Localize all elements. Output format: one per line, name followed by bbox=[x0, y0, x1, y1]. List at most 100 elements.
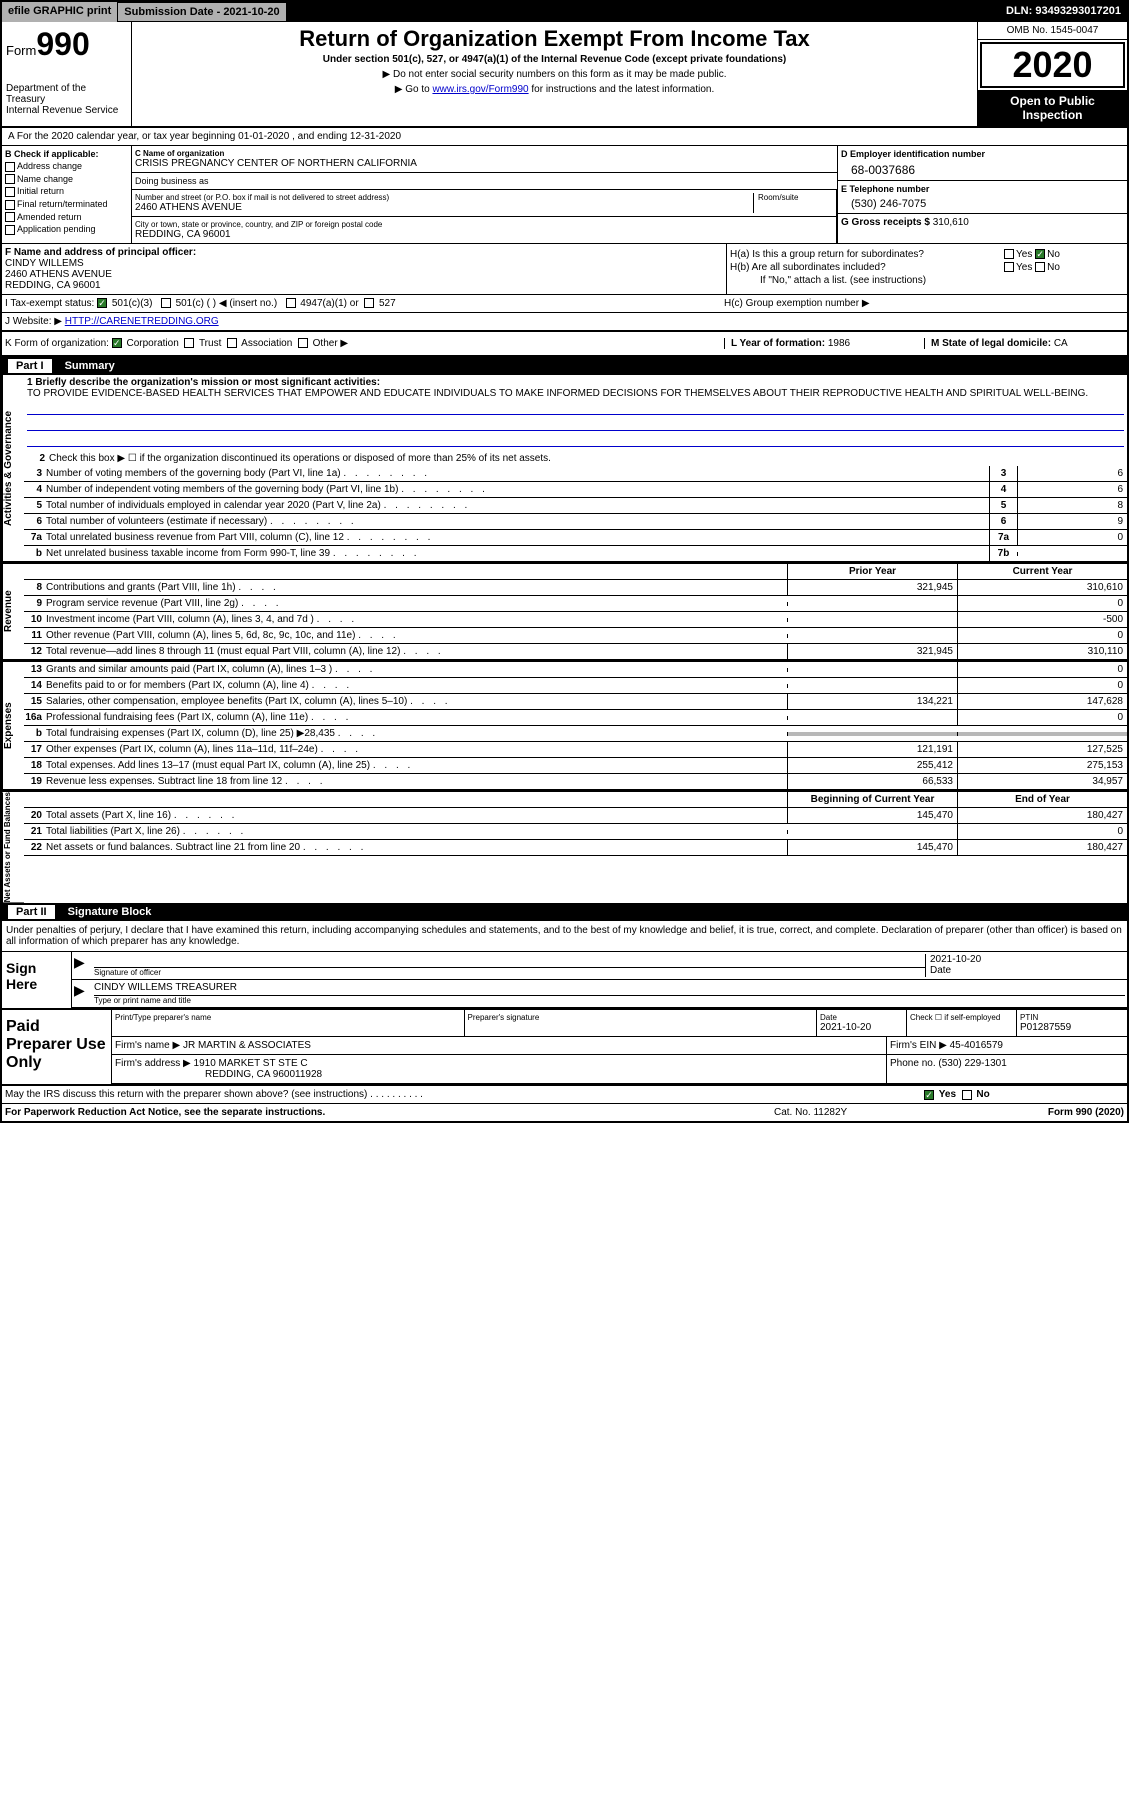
revenue-line: 9Program service revenue (Part VIII, lin… bbox=[24, 596, 1127, 612]
gov-line: 5Total number of individuals employed in… bbox=[24, 498, 1127, 514]
room-label: Room/suite bbox=[753, 193, 833, 213]
check-trust[interactable] bbox=[184, 338, 194, 348]
col-c: C Name of organization CRISIS PREGNANCY … bbox=[132, 146, 837, 243]
check-initial[interactable]: Initial return bbox=[5, 186, 128, 197]
part2-header: Part II Signature Block bbox=[2, 903, 1127, 921]
header-center: Return of Organization Exempt From Incom… bbox=[132, 22, 977, 126]
check-4947[interactable] bbox=[286, 298, 296, 308]
netasset-line: 20Total assets (Part X, line 16) . . . .… bbox=[24, 808, 1127, 824]
col-b: B Check if applicable: Address change Na… bbox=[2, 146, 132, 243]
ptin: P01287559 bbox=[1020, 1022, 1124, 1033]
revenue-line: 8Contributions and grants (Part VIII, li… bbox=[24, 580, 1127, 596]
dln: DLN: 93493293017201 bbox=[1000, 2, 1127, 22]
col-h: H(a) Is this a group return for subordin… bbox=[727, 244, 1127, 294]
check-address[interactable]: Address change bbox=[5, 161, 128, 172]
revenue-line: 12Total revenue—add lines 8 through 11 (… bbox=[24, 644, 1127, 660]
vtab-netassets: Net Assets or Fund Balances bbox=[2, 792, 24, 903]
col-f: F Name and address of principal officer:… bbox=[2, 244, 727, 294]
officer-addr2: REDDING, CA 96001 bbox=[5, 280, 723, 291]
expense-line: 14Benefits paid to or for members (Part … bbox=[24, 678, 1127, 694]
sign-section: Sign Here ▶ Signature of officer 2021-10… bbox=[2, 952, 1127, 1010]
street: 2460 ATHENS AVENUE bbox=[135, 202, 753, 213]
section-fh: F Name and address of principal officer:… bbox=[2, 244, 1127, 295]
check-pending[interactable]: Application pending bbox=[5, 224, 128, 235]
discuss-row: May the IRS discuss this return with the… bbox=[2, 1086, 1127, 1103]
hb-yes[interactable] bbox=[1004, 262, 1014, 272]
expense-line: 15Salaries, other compensation, employee… bbox=[24, 694, 1127, 710]
firm-name: JR MARTIN & ASSOCIATES bbox=[183, 1040, 311, 1051]
form-org-row: K Form of organization: Corporation Trus… bbox=[2, 332, 1127, 357]
revenue-line: 10Investment income (Part VIII, column (… bbox=[24, 612, 1127, 628]
netasset-line: 21Total liabilities (Part X, line 26) . … bbox=[24, 824, 1127, 840]
gov-line: 7aTotal unrelated business revenue from … bbox=[24, 530, 1127, 546]
mission-underline bbox=[27, 401, 1124, 415]
prep-date: 2021-10-20 bbox=[820, 1022, 903, 1033]
firm-addr: 1910 MARKET ST STE C bbox=[194, 1058, 308, 1069]
ein: 68-0037686 bbox=[841, 159, 1124, 177]
mission-underline bbox=[27, 417, 1124, 431]
check-name[interactable]: Name change bbox=[5, 174, 128, 185]
sign-here-label: Sign Here bbox=[2, 952, 72, 1008]
expense-group: Expenses 13Grants and similar amounts pa… bbox=[2, 660, 1127, 790]
revenue-line: 11Other revenue (Part VIII, column (A), … bbox=[24, 628, 1127, 644]
state-domicile: CA bbox=[1054, 338, 1068, 349]
form-title: Return of Organization Exempt From Incom… bbox=[136, 26, 973, 52]
topbar: efile GRAPHIC print Submission Date - 20… bbox=[2, 2, 1127, 22]
website-row: J Website: ▶ HTTP://CARENETREDDING.ORG bbox=[2, 313, 1127, 332]
gov-line: bNet unrelated business taxable income f… bbox=[24, 546, 1127, 562]
ha-no[interactable] bbox=[1035, 249, 1045, 259]
discuss-yes[interactable] bbox=[924, 1090, 934, 1100]
tax-status-row: I Tax-exempt status: 501(c)(3) 501(c) ( … bbox=[2, 295, 1127, 313]
section-bcd: B Check if applicable: Address change Na… bbox=[2, 146, 1127, 244]
gov-line: 4Number of independent voting members of… bbox=[24, 482, 1127, 498]
check-final[interactable]: Final return/terminated bbox=[5, 199, 128, 210]
submission-date: Submission Date - 2021-10-20 bbox=[117, 2, 286, 22]
mission-block: 1 Briefly describe the organization's mi… bbox=[24, 375, 1127, 451]
revenue-group: Revenue Prior Year Current Year 8Contrib… bbox=[2, 562, 1127, 660]
check-501c[interactable] bbox=[161, 298, 171, 308]
officer-addr1: 2460 ATHENS AVENUE bbox=[5, 269, 723, 280]
part1-header: Part I Summary bbox=[2, 357, 1127, 375]
phone: (530) 246-7075 bbox=[841, 194, 1124, 210]
begin-end-header: Beginning of Current Year End of Year bbox=[24, 792, 1127, 808]
netassets-group: Net Assets or Fund Balances Beginning of… bbox=[2, 790, 1127, 903]
expense-line: bTotal fundraising expenses (Part IX, co… bbox=[24, 726, 1127, 742]
summary-body: Activities & Governance 1 Briefly descri… bbox=[2, 375, 1127, 562]
check-corp[interactable] bbox=[112, 338, 122, 348]
city-box: City or town, state or province, country… bbox=[132, 217, 836, 243]
dba-box: Doing business as bbox=[132, 173, 837, 190]
irs-link[interactable]: www.irs.gov/Form990 bbox=[432, 84, 528, 95]
arrow-icon: ▶ bbox=[74, 982, 94, 1005]
subtitle-2: ▶ Do not enter social security numbers o… bbox=[136, 69, 973, 80]
prior-current-header: Prior Year Current Year bbox=[24, 564, 1127, 580]
firm-phone: (530) 229-1301 bbox=[938, 1058, 1006, 1069]
expense-line: 16aProfessional fundraising fees (Part I… bbox=[24, 710, 1127, 726]
expense-line: 18Total expenses. Add lines 13–17 (must … bbox=[24, 758, 1127, 774]
check-527[interactable] bbox=[364, 298, 374, 308]
subtitle-3: ▶ Go to www.irs.gov/Form990 for instruct… bbox=[136, 84, 973, 95]
form-number: Form990 bbox=[6, 26, 127, 63]
paperwork-row: For Paperwork Reduction Act Notice, see … bbox=[2, 1103, 1127, 1121]
phone-box: E Telephone number (530) 246-7075 bbox=[838, 181, 1127, 214]
efile-label[interactable]: efile GRAPHIC print bbox=[2, 2, 117, 22]
website-link[interactable]: HTTP://CARENETREDDING.ORG bbox=[65, 316, 219, 327]
officer-signature[interactable] bbox=[94, 954, 925, 968]
subtitle-1: Under section 501(c), 527, or 4947(a)(1)… bbox=[136, 54, 973, 65]
city: REDDING, CA 96001 bbox=[135, 229, 833, 240]
hb-no[interactable] bbox=[1035, 262, 1045, 272]
ha-yes[interactable] bbox=[1004, 249, 1014, 259]
netasset-line: 22Net assets or fund balances. Subtract … bbox=[24, 840, 1127, 856]
check-amended[interactable]: Amended return bbox=[5, 212, 128, 223]
discuss-no[interactable] bbox=[962, 1090, 972, 1100]
vtab-activities: Activities & Governance bbox=[2, 375, 24, 562]
check-assoc[interactable] bbox=[227, 338, 237, 348]
mission-underline bbox=[27, 433, 1124, 447]
form-header: Form990 Department of the Treasury Inter… bbox=[2, 22, 1127, 128]
declaration: Under penalties of perjury, I declare th… bbox=[2, 921, 1127, 952]
arrow-icon: ▶ bbox=[74, 954, 94, 977]
ein-box: D Employer identification number 68-0037… bbox=[838, 146, 1127, 181]
cat-no: Cat. No. 11282Y bbox=[774, 1107, 974, 1118]
check-501c3[interactable] bbox=[97, 298, 107, 308]
expense-line: 13Grants and similar amounts paid (Part … bbox=[24, 662, 1127, 678]
check-other[interactable] bbox=[298, 338, 308, 348]
